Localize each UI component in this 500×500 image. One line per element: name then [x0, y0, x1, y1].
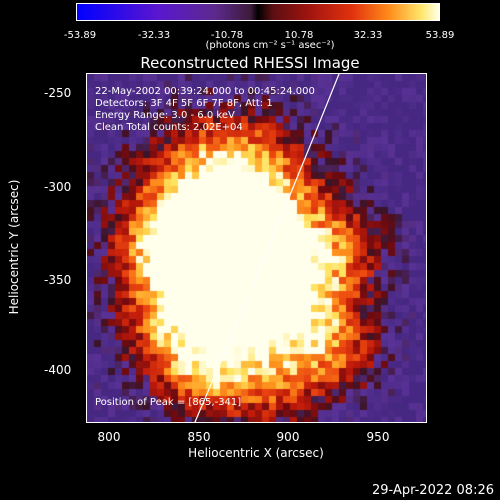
x-tick-label: 850	[187, 430, 211, 444]
footer-date: 29-Apr-2022 08:26	[372, 483, 494, 498]
limb-line-overlay	[194, 74, 340, 422]
y-tick-label: -400	[44, 363, 72, 377]
x-tick-label: 800	[97, 430, 121, 444]
y-axis-label: Heliocentric Y (arcsec)	[7, 179, 21, 315]
colorbar-tick: 10.78	[284, 30, 314, 41]
colorbar-tick: 53.89	[425, 30, 455, 41]
time-range-annotation: 22-May-2002 00:39:24.000 to 00:45:24.000	[95, 86, 315, 97]
x-axis-label: Heliocentric X (arcsec)	[188, 446, 324, 460]
y-tick-label: -300	[44, 180, 72, 194]
colorbar-tick: 32.33	[353, 30, 383, 41]
colorbar-tick: -53.89	[63, 30, 97, 41]
image-plot-area: 22-May-2002 00:39:24.000 to 00:45:24.000…	[86, 73, 427, 423]
plot-title: Reconstructed RHESSI Image	[140, 54, 360, 72]
peak-position-annotation: Position of Peak = [865,-341]	[95, 397, 242, 408]
x-tick-label: 950	[366, 430, 390, 444]
y-tick-label: -350	[44, 273, 72, 287]
colorbar-tick: -32.33	[137, 30, 171, 41]
solar-flare-image	[87, 74, 426, 422]
y-tick-label: -250	[44, 86, 72, 100]
detectors-annotation: Detectors: 3F 4F 5F 6F 7F 8F, Att: 1	[95, 98, 273, 109]
colorbar-units: (photons cm⁻² s⁻¹ asec⁻²)	[205, 40, 335, 51]
colorbar	[76, 3, 440, 21]
x-tick-label: 900	[276, 430, 300, 444]
colorbar-tick: -10.78	[210, 30, 244, 41]
method-annotation: Clean Total counts: 2.02E+04	[95, 122, 243, 133]
energy-range-annotation: Energy Range: 3.0 - 6.0 keV	[95, 110, 235, 121]
